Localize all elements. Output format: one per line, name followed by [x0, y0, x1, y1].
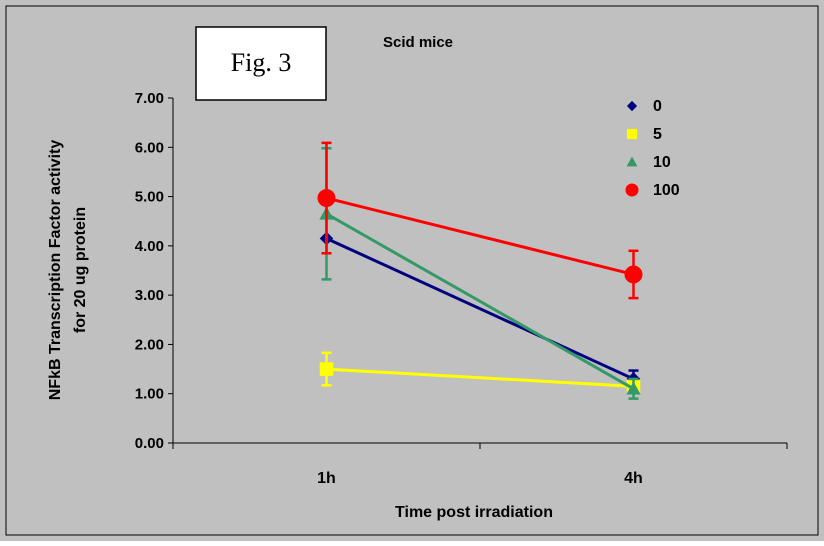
legend-marker [626, 100, 638, 112]
figure-label: Fig. 3 [231, 48, 292, 77]
x-ticks: 1h 4h [172, 443, 788, 487]
figure-label-box: Fig. 3 [195, 26, 327, 101]
legend-marker [626, 128, 638, 140]
y-tick-label: 7.00 [135, 90, 164, 107]
series [317, 141, 643, 400]
y-tick-label: 0.00 [135, 435, 164, 452]
data-point [319, 362, 334, 376]
legend-label: 0 [653, 98, 662, 115]
series-line [325, 212, 635, 391]
x-tick-label: 1h [317, 470, 336, 487]
legend-label: 5 [653, 126, 662, 143]
y-axis-label: NFkB Transcription Factor activity for 2… [47, 140, 89, 401]
x-axis-label: Time post irradiation [395, 504, 553, 521]
y-tick-label: 3.00 [135, 287, 164, 304]
figure-label-frame [195, 26, 327, 101]
y-tick-label: 5.00 [135, 189, 164, 206]
series-line [326, 196, 634, 276]
legend-label: 10 [653, 154, 671, 171]
y-axis-label-line-1: NFkB Transcription Factor activity [47, 140, 64, 401]
y-tick-label: 6.00 [135, 139, 164, 156]
series-line [326, 367, 634, 388]
y-tick-label: 1.00 [135, 386, 164, 403]
chart-title: Scid mice [383, 34, 453, 51]
legend-label: 100 [653, 182, 680, 199]
data-point [317, 189, 336, 208]
x-tick-label: 4h [624, 470, 643, 487]
series-100 [317, 141, 643, 300]
chart-border [5, 5, 819, 536]
y-axis-label-line-2: for 20 ug protein [72, 207, 89, 333]
series-line [325, 237, 635, 381]
legend-marker [626, 156, 638, 167]
legend: 0 5 10 100 [625, 98, 680, 199]
y-tick-label: 4.00 [135, 238, 164, 255]
legend-marker [625, 183, 639, 197]
data-point [624, 265, 643, 284]
y-tick-label: 2.00 [135, 336, 164, 353]
y-ticks: 0.00 1.00 2.00 3.00 4.00 5.00 6.00 7.00 [135, 90, 173, 452]
data-point [626, 381, 641, 395]
